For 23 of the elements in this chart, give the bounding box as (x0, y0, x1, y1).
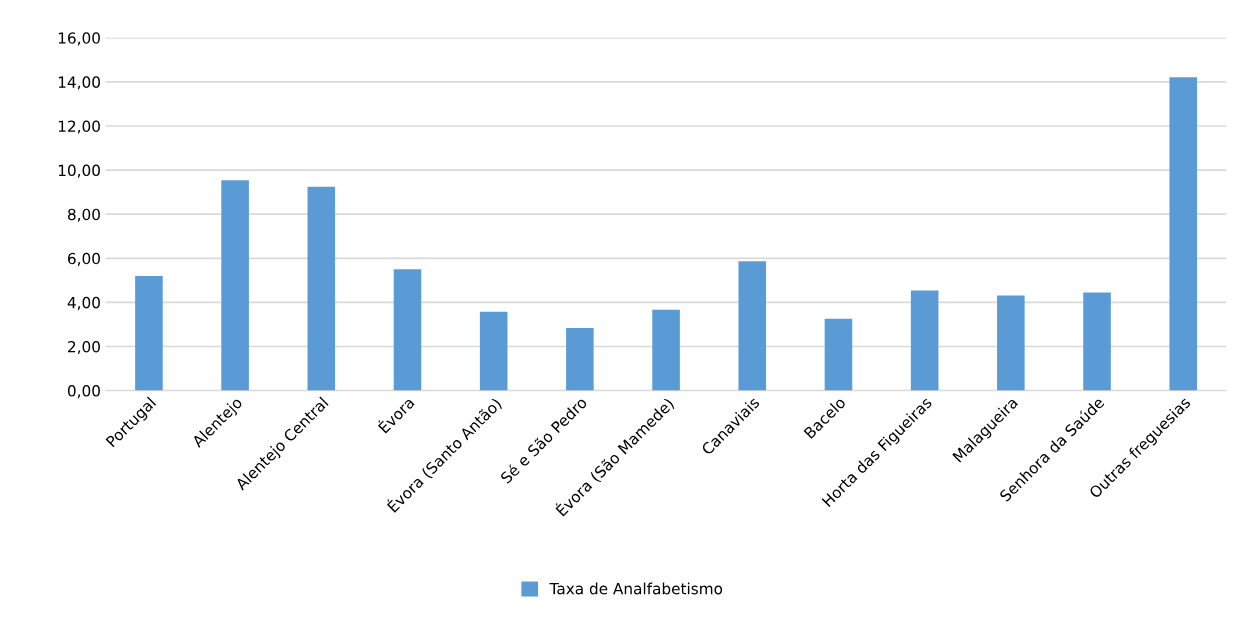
bar (910, 290, 939, 391)
bar (824, 318, 853, 391)
y-tick-label: 16,00 (58, 32, 100, 46)
y-tick-label: 4,00 (67, 296, 100, 310)
y-tick-label: 14,00 (58, 76, 100, 90)
bar (135, 275, 163, 391)
bar (1169, 77, 1198, 391)
bar (307, 186, 336, 391)
bar (221, 180, 249, 391)
legend-label: Taxa de Analfabetismo (549, 582, 723, 595)
bar (393, 269, 422, 391)
bar (1083, 292, 1111, 391)
y-tick-label: 12,00 (58, 120, 100, 134)
bar (566, 327, 594, 391)
bar (479, 311, 508, 391)
bar (997, 295, 1025, 391)
bar (652, 309, 680, 391)
y-tick-label: 10,00 (58, 164, 100, 178)
y-tick-label: 8,00 (67, 208, 100, 222)
bar (738, 261, 767, 391)
y-tick-label: 0,00 (67, 385, 100, 399)
y-tick-label: 6,00 (68, 252, 100, 266)
y-tick-label: 2,00 (68, 340, 100, 355)
